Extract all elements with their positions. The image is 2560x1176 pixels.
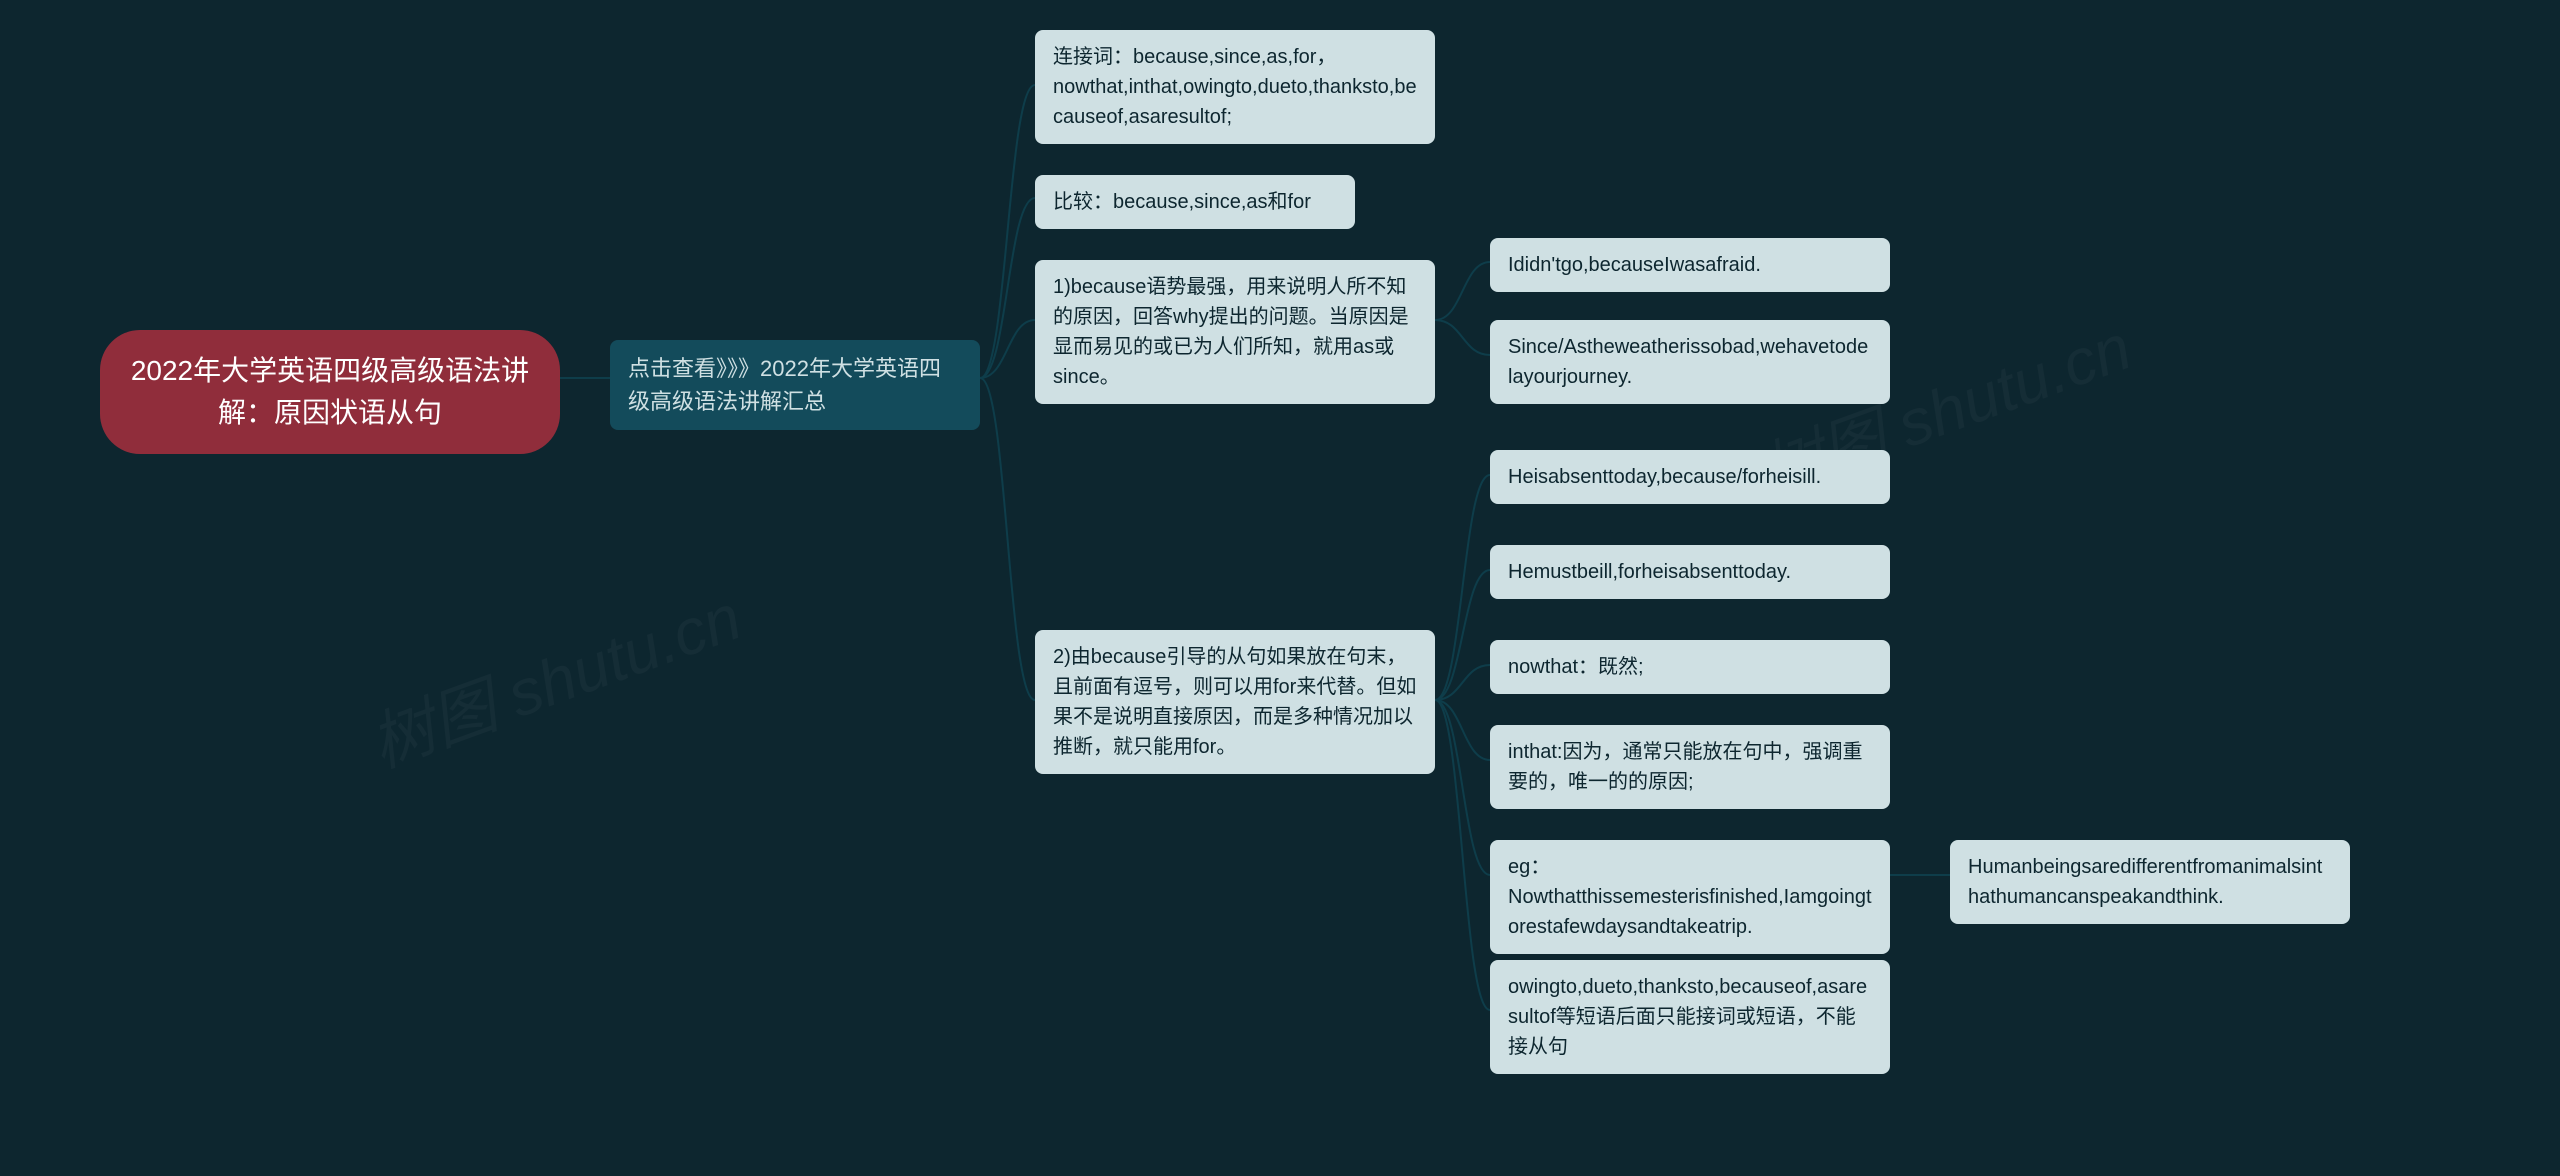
edge: [1435, 320, 1490, 355]
edge: [980, 378, 1035, 700]
node-example-afraid[interactable]: Ididn'tgo,becauseIwasafraid.: [1490, 238, 1890, 292]
node-example-absent-because[interactable]: Heisabsenttoday,because/forheisill.: [1490, 450, 1890, 504]
edge: [1435, 700, 1490, 1010]
edge: [1435, 700, 1490, 760]
edge: [980, 320, 1035, 378]
node-eg-semester[interactable]: eg：Nowthatthissemesterisfinished,Iamgoin…: [1490, 840, 1890, 954]
edge: [980, 85, 1035, 378]
node-point-2[interactable]: 2)由because引导的从句如果放在句末，且前面有逗号，则可以用for来代替。…: [1035, 630, 1435, 774]
node-inthat[interactable]: inthat:因为，通常只能放在句中，强调重要的，唯一的的原因;: [1490, 725, 1890, 809]
node-humanbeings[interactable]: Humanbeingsaredifferentfromanimalsinthat…: [1950, 840, 2350, 924]
node-point-1[interactable]: 1)because语势最强，用来说明人所不知的原因，回答why提出的问题。当原因…: [1035, 260, 1435, 404]
edge: [980, 198, 1035, 378]
node-connectives[interactable]: 连接词：because,since,as,for，nowthat,inthat,…: [1035, 30, 1435, 144]
node-example-mustbeill[interactable]: Hemustbeill,forheisabsenttoday.: [1490, 545, 1890, 599]
node-comparison[interactable]: 比较：because,since,as和for: [1035, 175, 1355, 229]
root-node[interactable]: 2022年大学英语四级高级语法讲解：原因状语从句: [100, 330, 560, 454]
edge: [1435, 570, 1490, 700]
node-nowthat[interactable]: nowthat：既然;: [1490, 640, 1890, 694]
edge: [1435, 262, 1490, 320]
node-phrases-restriction[interactable]: owingto,dueto,thanksto,becauseof,asaresu…: [1490, 960, 1890, 1074]
edge: [1435, 475, 1490, 700]
mindmap-canvas: 树图 shutu.cn 树图 shutu.cn 2022年大学英语四级高级语法讲…: [0, 0, 2560, 1176]
node-example-weather[interactable]: Since/Astheweatherissobad,wehavetodelayo…: [1490, 320, 1890, 404]
branch-summary-link[interactable]: 点击查看》》》2022年大学英语四级高级语法讲解汇总: [610, 340, 980, 430]
watermark: 树图 shutu.cn: [356, 566, 752, 785]
edge: [1435, 700, 1490, 875]
edge: [1435, 665, 1490, 700]
